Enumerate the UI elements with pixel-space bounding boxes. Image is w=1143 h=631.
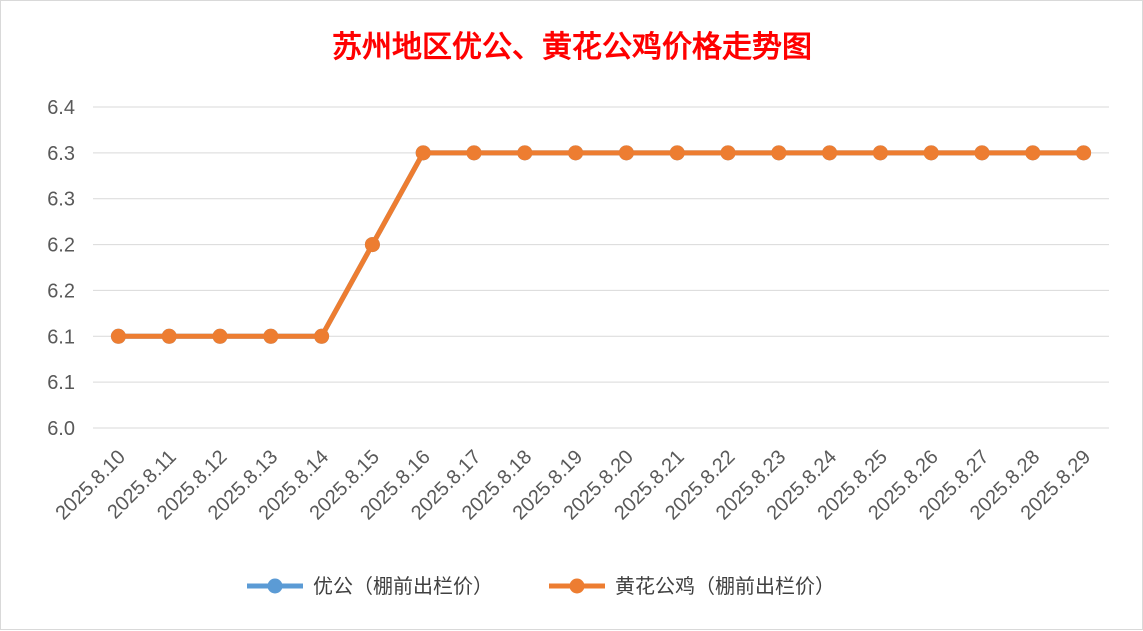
legend-item: 优公（棚前出栏价）: [247, 574, 493, 598]
y-tick-label: 6.1: [47, 372, 75, 394]
y-axis-tick-labels: 6.0 6.1 6.1 6.2 6.2 6.3 6.3 6.4: [47, 97, 75, 440]
data-point: [161, 328, 177, 344]
chart-title: 苏州地区优公、黄花公鸡价格走势图: [332, 30, 812, 65]
data-point: [517, 145, 533, 161]
legend-swatch-marker: [267, 578, 283, 594]
data-point: [263, 328, 279, 344]
data-point: [1076, 145, 1092, 161]
y-tick-label: 6.1: [47, 326, 75, 348]
legend-item: 黄花公鸡（棚前出栏价）: [549, 574, 835, 598]
data-point: [720, 145, 736, 161]
data-point: [771, 145, 787, 161]
legend-label: 黄花公鸡（棚前出栏价）: [615, 574, 835, 598]
y-tick-label: 6.2: [47, 280, 75, 302]
y-tick-label: 6.3: [47, 143, 75, 165]
y-tick-label: 6.3: [47, 189, 75, 211]
data-point: [669, 145, 685, 161]
data-point: [314, 328, 330, 344]
legend: 优公（棚前出栏价） 黄花公鸡（棚前出栏价）: [247, 574, 835, 598]
series-line: [115, 150, 1087, 339]
data-point: [872, 145, 888, 161]
data-point: [1025, 145, 1041, 161]
x-axis-tick-labels: 2025.8.102025.8.112025.8.122025.8.132025…: [51, 446, 1095, 524]
y-tick-label: 6.0: [47, 418, 75, 440]
data-point: [212, 328, 228, 344]
legend-label: 优公（棚前出栏价）: [313, 574, 493, 598]
series-layer: [110, 145, 1092, 344]
y-tick-label: 6.2: [47, 235, 75, 257]
y-tick-label: 6.4: [47, 97, 75, 119]
data-point: [364, 237, 380, 253]
data-point: [415, 145, 431, 161]
series-2: [110, 145, 1092, 344]
data-point: [923, 145, 939, 161]
data-point: [466, 145, 482, 161]
data-point: [822, 145, 838, 161]
data-point: [568, 145, 584, 161]
data-point: [974, 145, 990, 161]
data-point: [110, 328, 126, 344]
legend-swatch-marker: [569, 578, 585, 594]
data-point: [618, 145, 634, 161]
